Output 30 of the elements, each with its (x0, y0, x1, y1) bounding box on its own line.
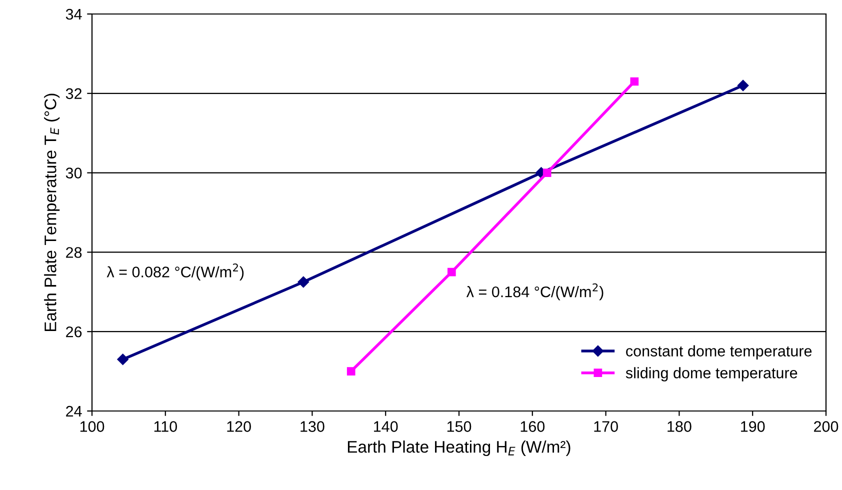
x-axis-title: Earth Plate Heating H$_{E}$ (W/m²) (348, 440, 570, 456)
point (117, 354, 128, 365)
y-tick-label: 24 (66, 406, 82, 417)
x-tick-label: 180 (668, 421, 692, 432)
y-tick-label: 26 (66, 326, 82, 338)
x-tick-label: 110 (154, 421, 177, 432)
x-tick-label: 150 (447, 421, 472, 432)
y-tick-label: 32 (66, 88, 82, 100)
x-tick-label: 200 (814, 421, 838, 432)
x-tick-label: 100 (80, 421, 104, 432)
y-axis-title: Earth Plate Temperature T$_{E}$ (°C) (44, 94, 60, 332)
point (298, 276, 309, 288)
y-tick-label: 34 (66, 8, 82, 20)
x-tick-label: 170 (594, 421, 618, 432)
point (447, 268, 456, 276)
point (737, 80, 749, 92)
legend-label: constant dome temperature (626, 345, 812, 360)
annotation: λ = 0.184 °C/(W/m$^{2}$) (466, 283, 604, 300)
point (630, 77, 639, 86)
annotation: λ = 0.082 °C/(W/m$^{2}$) (106, 263, 244, 280)
point (346, 367, 356, 376)
legend-label: sliding dome temperature (626, 367, 798, 382)
x-tick-label: 140 (374, 421, 398, 432)
point (542, 168, 552, 177)
y-tick-label: 30 (66, 168, 82, 178)
y-tick-label: 28 (66, 247, 82, 258)
x-tick-label: 130 (300, 421, 324, 432)
x-tick-label: 190 (741, 421, 765, 432)
x-tick-label: 120 (227, 421, 251, 432)
x-tick-label: 160 (520, 421, 545, 432)
